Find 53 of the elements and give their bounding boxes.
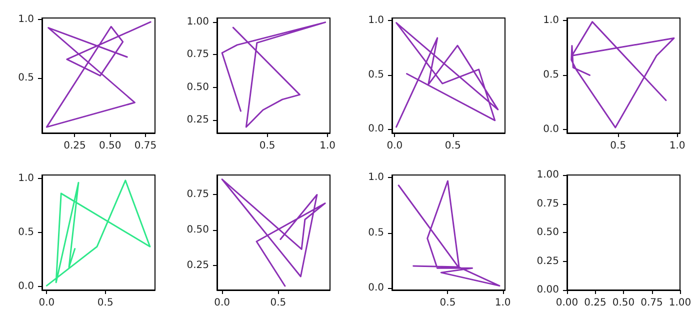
x-tick-label: 0.5 <box>270 298 286 308</box>
y-tick-label: 1.0 <box>18 172 34 184</box>
line-series <box>396 22 499 128</box>
y-tick-label: 1.0 <box>368 15 384 26</box>
x-tick-label: 0.25 <box>64 140 86 152</box>
y-tick-label: 1.0 <box>543 15 559 26</box>
x-tick-label: 0.0 <box>214 298 230 308</box>
x-tick-label: 0.0 <box>386 140 403 152</box>
x-tick-label: 0.5 <box>259 140 276 152</box>
y-tick-label: 0.75 <box>536 198 559 210</box>
y-tick-label: 1.00 <box>186 16 209 28</box>
y-tick-label: 0.50 <box>536 227 559 238</box>
y-tick-label: 0.5 <box>368 69 384 80</box>
y-tick-label: 0.50 <box>186 82 209 93</box>
y-tick-label: 0.5 <box>18 227 34 238</box>
x-tick-label: 1.0 <box>494 298 511 308</box>
y-tick-label: 1.0 <box>368 172 384 184</box>
x-tick-label: 0.00 <box>556 298 578 308</box>
y-tick-label: 0.0 <box>368 282 384 294</box>
y-tick-label: 0.5 <box>543 70 559 81</box>
line-series <box>46 180 151 286</box>
y-tick-label: 0.0 <box>368 124 384 135</box>
y-tick-label: 0.25 <box>186 260 209 271</box>
y-tick-label: 0.00 <box>536 284 559 296</box>
y-tick-label: 0.0 <box>18 281 34 292</box>
x-tick-label: 0.5 <box>444 140 461 152</box>
y-tick-label: 1.00 <box>536 170 559 180</box>
x-tick-label: 0.0 <box>38 298 55 308</box>
x-tick-label: 0.5 <box>440 298 456 308</box>
y-tick-label: 0.50 <box>186 224 209 236</box>
x-tick-label: 0.5 <box>97 298 114 308</box>
x-tick-label: 0.5 <box>610 140 626 152</box>
x-tick-label: 0.25 <box>584 298 606 308</box>
y-tick-label: 0.25 <box>186 114 209 126</box>
y-tick-label: 0.0 <box>543 124 559 136</box>
x-tick-label: 1.0 <box>320 140 336 152</box>
line-series <box>221 178 326 287</box>
x-tick-label: 0.75 <box>640 298 663 308</box>
x-tick-label: 0.75 <box>134 140 157 152</box>
y-tick-label: 0.5 <box>368 227 384 238</box>
y-tick-label: 0.75 <box>186 188 209 200</box>
x-tick-label: 0.50 <box>98 140 122 152</box>
line-series <box>398 180 500 287</box>
x-tick-label: 0.50 <box>612 298 635 308</box>
x-tick-label: 1.0 <box>669 140 686 152</box>
y-tick-label: 0.75 <box>186 49 209 60</box>
line-series <box>221 22 326 128</box>
line-series <box>570 21 675 128</box>
y-tick-label: 0.25 <box>536 256 559 267</box>
line-series <box>46 21 152 128</box>
y-tick-label: 0.5 <box>18 72 34 84</box>
x-tick-label: 1.00 <box>668 298 692 308</box>
y-tick-label: 1.0 <box>18 14 34 26</box>
